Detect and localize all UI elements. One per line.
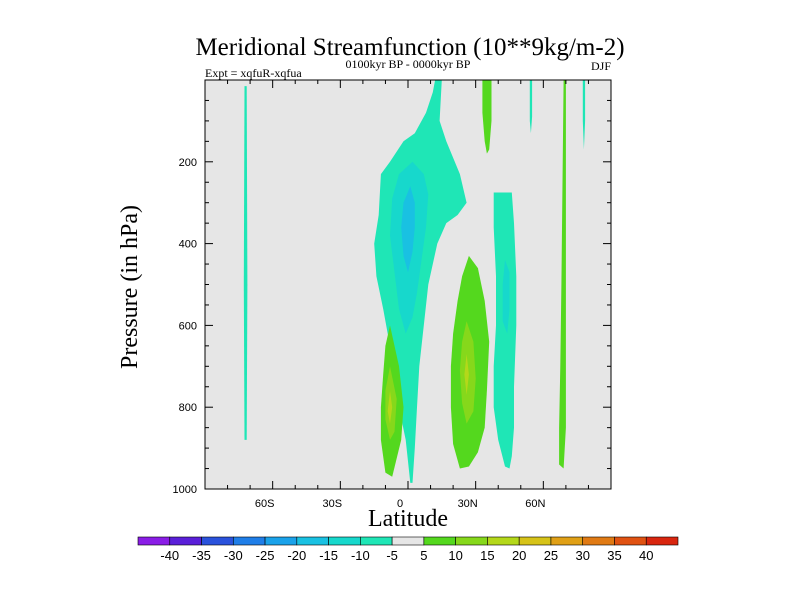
colorbar-swatch [550,536,584,546]
colorbar-label: 15 [480,548,494,563]
colorbar-label: 35 [607,548,621,563]
y-tick-label: 200 [179,157,197,169]
colorbar-swatch [201,536,234,546]
colorbar-label: -10 [351,548,370,563]
colorbar-label: 10 [448,548,462,563]
x-tick-label: 60S [255,498,275,510]
colorbar-label: 25 [544,548,558,563]
contour-region-nh-positive-core [464,354,469,395]
subtitle-left: Expt = xqfuR-xqfua [205,66,302,80]
chart-title: Meridional Streamfunction (10**9kg/m-2) [195,34,624,61]
colorbar-label: 30 [575,548,589,563]
contour-region-upper-positive-strip-1 [482,80,492,154]
x-tick-label: 0 [397,498,403,510]
y-axis-title: Pressure (in hPa) [117,205,143,369]
x-tick-label: 60N [525,498,545,510]
colorbar-swatch [264,536,298,546]
colorbar-label: -20 [287,548,306,563]
colorbar-swatch [328,536,361,546]
colorbar-swatch [518,536,552,546]
colorbar-swatch [391,536,425,546]
y-tick-label: 1000 [173,484,197,496]
y-tick-label: 400 [179,239,197,251]
axis-tick-labels: 60S 30S 0 30N 60N 200 400 600 800 1000 [173,157,546,510]
colorbar-swatch [487,536,520,546]
contour-regions [243,80,586,483]
colorbar-label: -15 [319,548,338,563]
colorbar-label: -25 [256,548,275,563]
colorbar-swatch [582,536,615,546]
axis-ticks [205,80,611,490]
contour-region-nh-thin-positive [559,80,566,469]
colorbar-label: 40 [639,548,653,563]
colorbar-swatch [614,536,647,546]
contour-region-upper-negative-strip [529,80,533,134]
colorbar-swatch [137,536,171,546]
contour-region-nh-thin-negative [582,80,586,150]
y-tick-label: 600 [179,320,197,332]
colorbar-swatch [296,536,329,546]
colorbar-label: 5 [420,548,427,563]
colorbar-swatch [360,536,393,546]
subtitle-right: DJF [591,59,611,73]
colorbar-label: -35 [192,548,211,563]
colorbar: -40 -35 -30 -25 -20 -15 -10 -5 5 10 15 20 25 30 35 40 [137,536,679,563]
contour-region-nh-negative-inner [502,260,510,334]
colorbar-swatch [232,536,266,546]
colorbar-swatch [423,536,456,546]
colorbar-swatch [169,536,202,546]
x-tick-label: 30S [323,498,343,510]
contour-region-nh-negative-cell [493,192,517,469]
contour-region-tropical-negative-core [401,186,415,273]
colorbar-swatch [455,536,488,546]
colorbar-label: -5 [386,548,398,563]
x-tick-label: 30N [458,498,478,510]
x-axis-title: Latitude [368,506,448,532]
subtitle-center: 0100kyr BP - 0000kyr BP [346,57,471,71]
colorbar-label: 20 [512,548,526,563]
colorbar-swatch [645,536,679,546]
contour-region-far-sh-thin-negative [243,86,248,440]
colorbar-label: -30 [224,548,243,563]
contour-region-sh-positive-core [387,390,393,424]
y-tick-label: 800 [179,402,197,414]
colorbar-label: -40 [160,548,179,563]
